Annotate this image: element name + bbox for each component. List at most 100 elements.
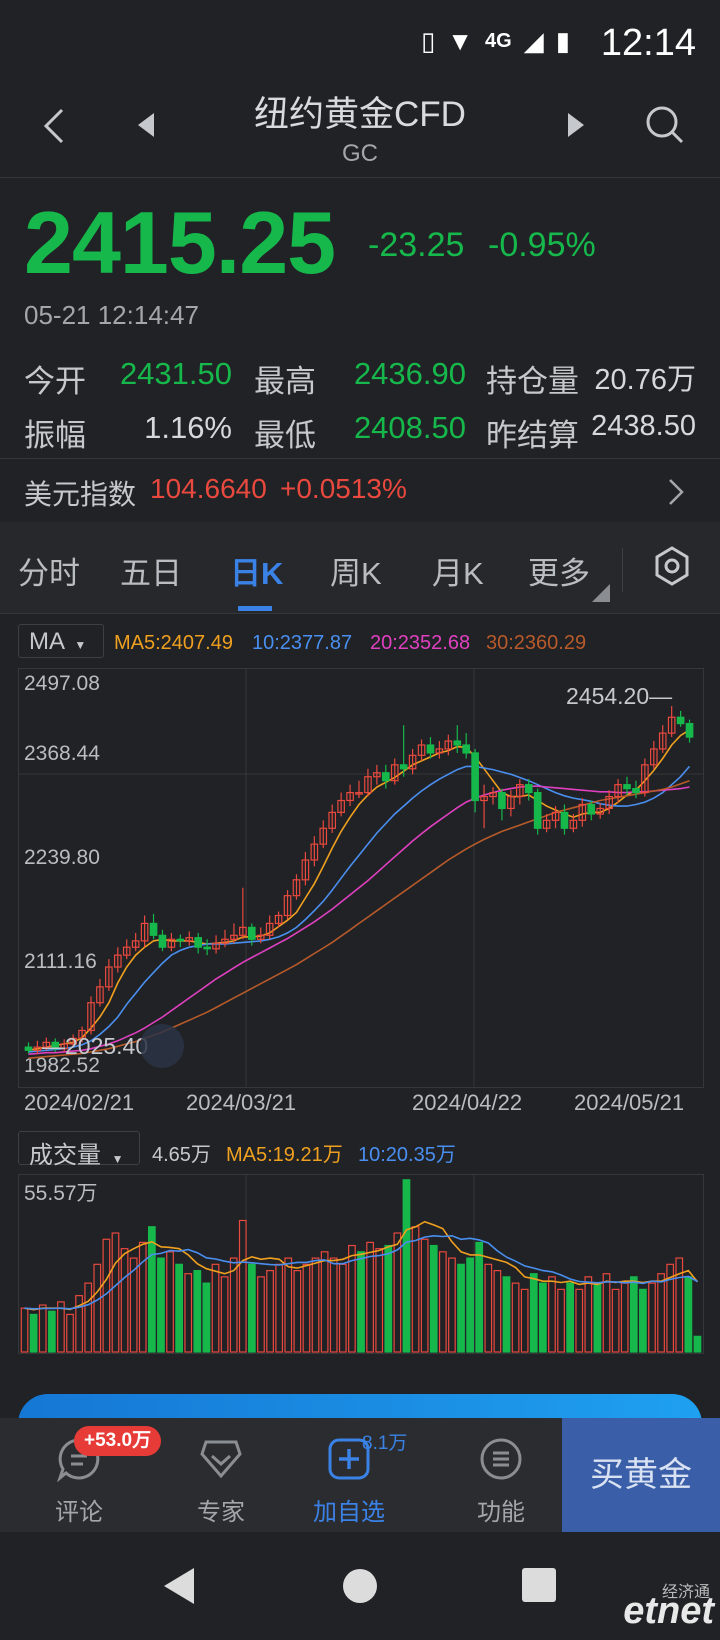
candle-body [319, 827, 328, 845]
volume-bar [248, 1263, 256, 1353]
candle-body [69, 1037, 77, 1045]
volume-bar [384, 1244, 393, 1353]
volume-bar [366, 1241, 374, 1353]
caret-down-icon: ▼ [111, 1152, 124, 1166]
settings-icon[interactable] [650, 544, 694, 588]
candle-body [435, 748, 444, 754]
kline-chart[interactable]: 2497.08 2368.44 2239.80 2111.16 1982.52 2454.… [18, 668, 704, 1088]
open-interest-label: 持仓量 [486, 364, 579, 399]
candle-body [158, 934, 167, 948]
expert-nav-label: 专家 [197, 1499, 245, 1526]
candle-body [122, 946, 131, 956]
prev-settle-label: 昨结算 [486, 418, 579, 453]
system-home-icon[interactable] [342, 1568, 378, 1604]
tab-five-day[interactable]: 五日 [120, 556, 182, 591]
volume-ma-line-10 [24, 1234, 698, 1310]
chart-tab-bar: 分时 五日 日K 周K 月K 更多 [0, 522, 720, 614]
volume-bar [438, 1251, 447, 1353]
volume-chart[interactable]: 55.57万 [18, 1174, 704, 1354]
volume-bar [538, 1282, 547, 1353]
dollar-index-row[interactable]: 美元指数 104.6640 +0.0513% [0, 458, 720, 522]
candle-body [221, 938, 229, 944]
volume-bar [329, 1257, 338, 1353]
volume-bar [429, 1244, 438, 1353]
candle-body [471, 752, 479, 802]
system-recents-icon[interactable] [522, 1568, 556, 1602]
low-value: 2408.50 [353, 410, 466, 445]
add-watchlist-button[interactable]: 加自选 [284, 1418, 414, 1532]
dollar-index-label: 美元指数 [24, 479, 137, 510]
expert-nav-button[interactable]: 专家 [156, 1418, 286, 1532]
volume-bar [184, 1273, 193, 1353]
chart-frame [18, 668, 704, 1088]
volume-bar [420, 1238, 429, 1353]
system-nav-bar [0, 1532, 720, 1640]
indicator-select[interactable]: MA ▼ [18, 624, 104, 658]
volume-bar [466, 1257, 474, 1353]
add-watchlist-label: 加自选 [313, 1499, 385, 1526]
system-back-icon[interactable] [162, 1566, 196, 1606]
candle-body [408, 754, 417, 770]
function-nav-label: 功能 [477, 1499, 525, 1526]
tab-intraday[interactable]: 分时 [18, 556, 80, 591]
volume-bar [338, 1263, 347, 1353]
candle-body [51, 1041, 60, 1050]
candle-body [105, 966, 113, 988]
volume-bar [566, 1282, 575, 1353]
volume-bar [211, 1263, 220, 1353]
high-value: 2436.90 [353, 356, 466, 391]
function-nav-button[interactable]: 功能 [436, 1418, 566, 1532]
candle-body [301, 859, 310, 881]
candle-body [194, 937, 203, 948]
y-tick-label: 2239.80 [24, 846, 100, 869]
y-tick-label: 2497.08 [24, 672, 100, 695]
candle-body [533, 791, 542, 829]
min-price-marker: —2025.40 [42, 1033, 148, 1059]
candle-body [203, 946, 211, 950]
tab-weekly-k[interactable]: 周K [330, 556, 382, 591]
volume-bar [675, 1257, 684, 1353]
candle-body [390, 764, 399, 782]
price-change-percent: -0.95% [488, 226, 596, 264]
volume-bar [93, 1263, 102, 1353]
expert-icon [200, 1440, 242, 1479]
high-label: 最高 [254, 364, 316, 399]
dollar-index-change: +0.0513% [280, 473, 407, 504]
candle-body [373, 772, 381, 778]
comment-count-badge: +53.0万 [74, 1426, 162, 1456]
prev-instrument-icon[interactable] [132, 110, 162, 140]
tab-more[interactable]: 更多 [528, 556, 590, 591]
candle-body [605, 795, 613, 810]
buy-gold-button[interactable]: 买黄金 [562, 1418, 720, 1532]
ma-line-10 [28, 765, 691, 1053]
volume-indicator-select[interactable]: 成交量 ▼ [18, 1131, 140, 1169]
caret-down-icon: ▼ [74, 638, 87, 652]
candle-body [498, 791, 506, 810]
candle-body [24, 1046, 33, 1051]
candle-body [230, 934, 238, 940]
search-icon[interactable] [642, 102, 686, 146]
back-arrow-icon[interactable] [36, 106, 76, 146]
volume-bar [238, 1219, 247, 1353]
candle-body [551, 811, 560, 821]
comment-nav-label: 评论 [55, 1499, 103, 1526]
volume-bar [220, 1276, 229, 1353]
tab-monthly-k[interactable]: 月K [432, 556, 484, 591]
candle-body [185, 937, 194, 942]
tab-daily-k[interactable]: 日K [230, 556, 284, 591]
volume-bar [47, 1310, 56, 1353]
candle-body [649, 748, 658, 766]
more-corner-icon [592, 584, 610, 602]
volume-bar [502, 1276, 511, 1353]
candle-body [96, 986, 104, 1004]
next-instrument-icon[interactable] [560, 110, 590, 140]
x-tick-label: 2024/05/21 [574, 1090, 685, 1115]
candle-body [685, 723, 694, 738]
candle-body [578, 803, 587, 821]
volume-y-max-label: 55.57万 [24, 1182, 98, 1205]
candle-body [247, 926, 256, 940]
candle-body [560, 811, 569, 829]
candle-body [328, 811, 337, 829]
candle-body [480, 795, 488, 802]
ma-line-30 [28, 779, 690, 1059]
